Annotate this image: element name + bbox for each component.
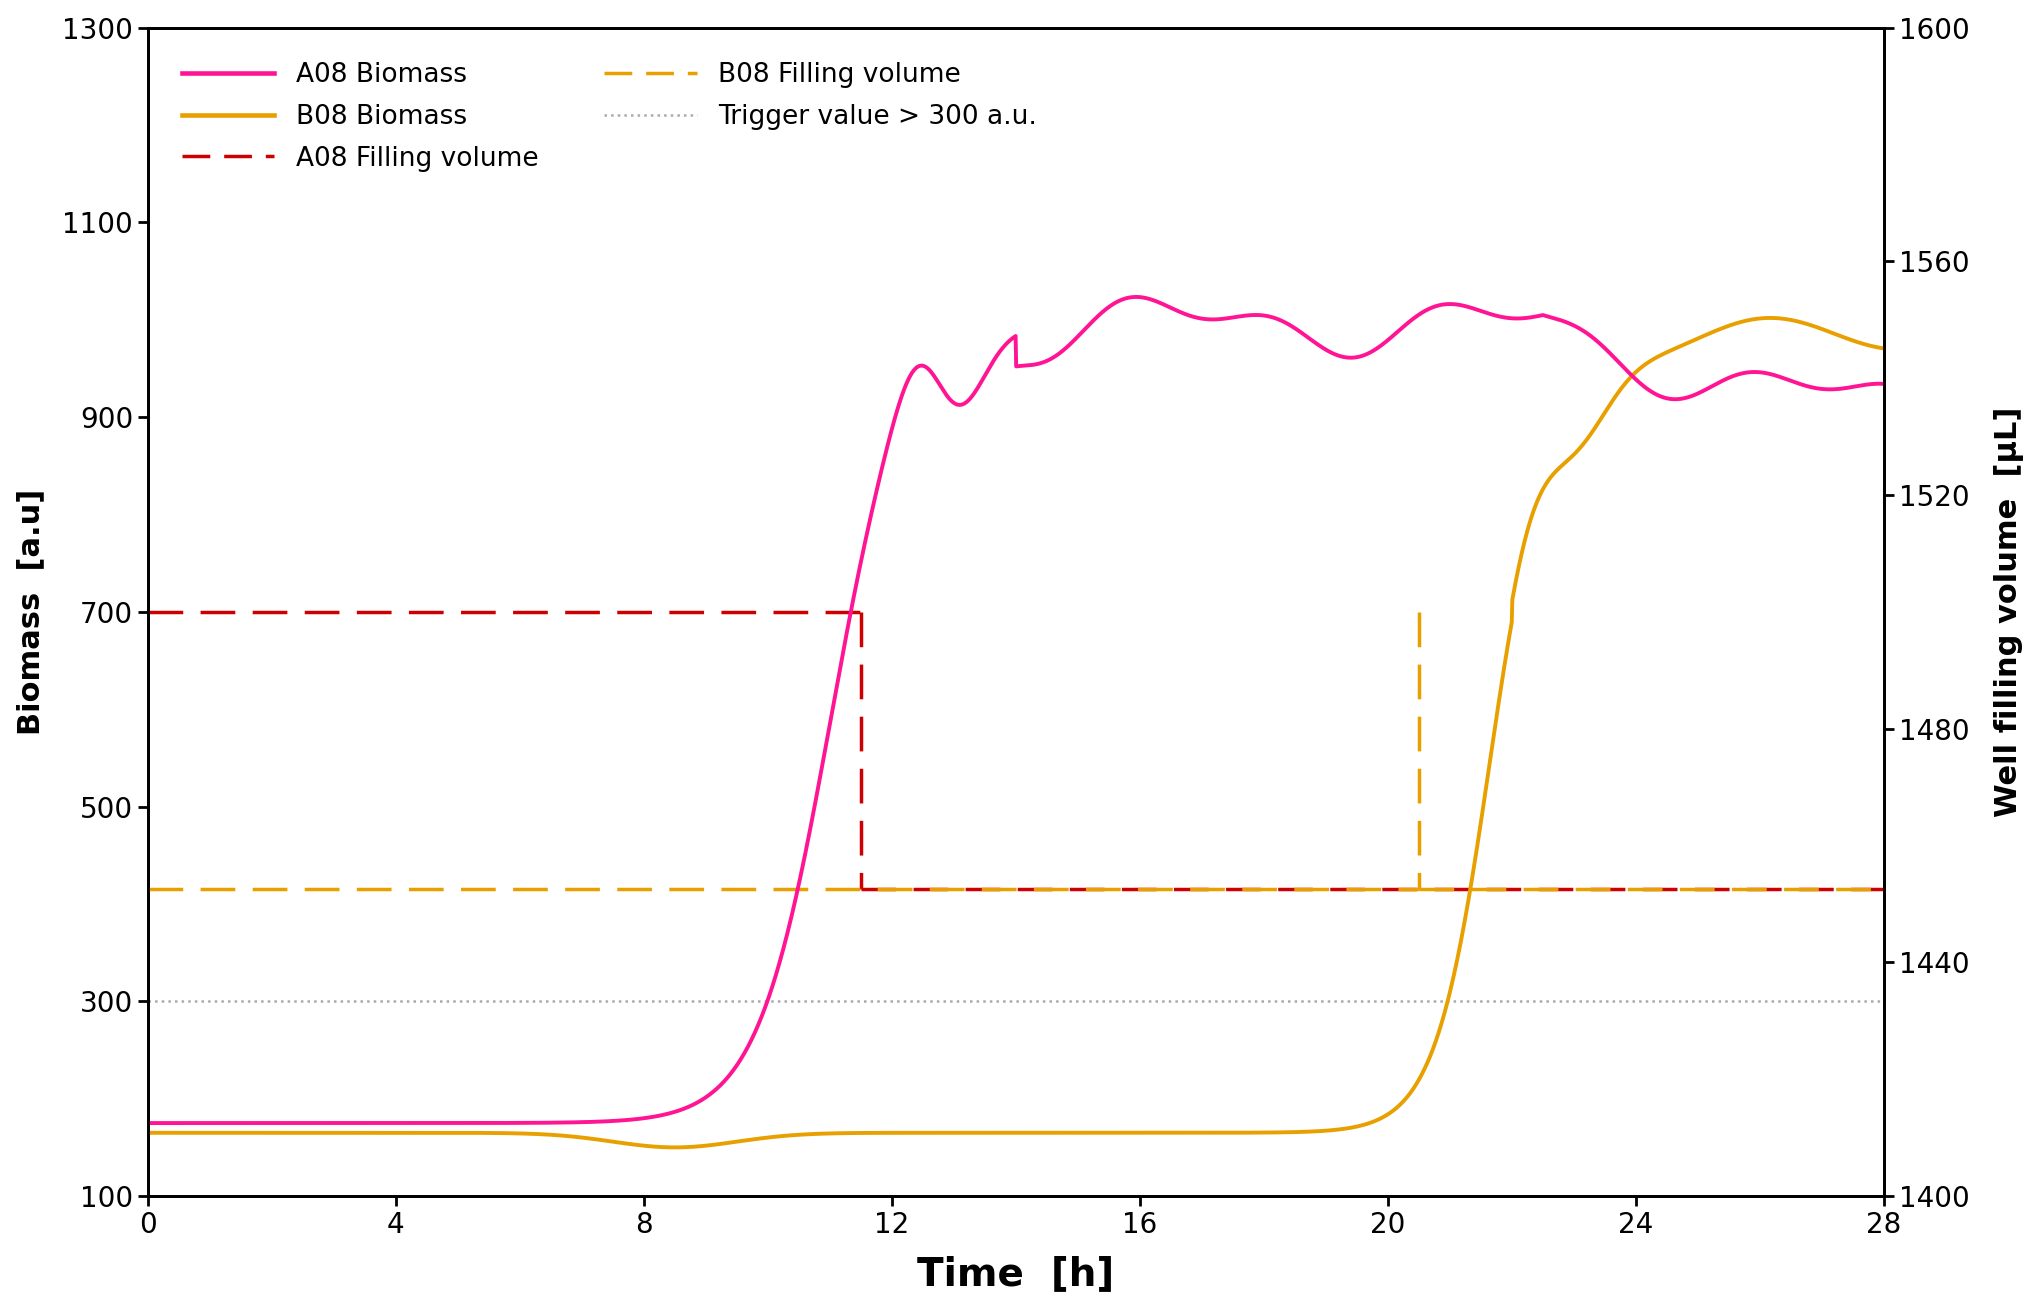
X-axis label: Time  [h]: Time [h] [916,1255,1114,1293]
Y-axis label: Well filling volume  [μL]: Well filling volume [μL] [1994,406,2025,817]
Legend: A08 Biomass, B08 Biomass, A08 Filling volume, B08 Filling volume, Trigger value : A08 Biomass, B08 Biomass, A08 Filling vo… [161,41,1057,193]
Y-axis label: Biomass  [a.u]: Biomass [a.u] [16,489,45,735]
